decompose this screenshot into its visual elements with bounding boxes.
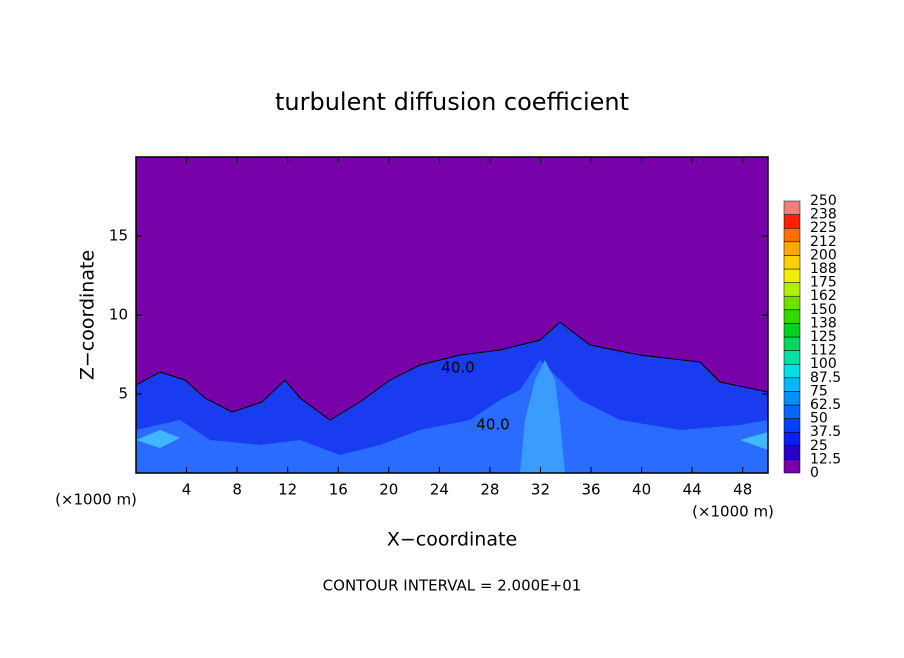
y-tick-label: 5	[118, 385, 128, 403]
contour-label: 40.0	[476, 416, 509, 434]
colorbar-band	[783, 404, 801, 419]
colorbar-label: 212	[810, 234, 837, 250]
chart-title: turbulent diffusion coefficient	[275, 88, 629, 116]
colorbar-label: 188	[810, 261, 837, 277]
x-tick-label: 4	[182, 481, 192, 499]
colorbar-label: 238	[810, 207, 837, 223]
colorbar-label: 150	[810, 302, 837, 318]
colorbar-band	[783, 445, 801, 460]
colorbar-band	[783, 377, 801, 392]
x-tick-label: 44	[683, 481, 702, 499]
footer: CONTOUR INTERVAL = 2.000E+01	[323, 577, 582, 595]
colorbar-band	[783, 459, 801, 474]
colorbar-band	[783, 282, 801, 297]
colorbar-band	[783, 309, 801, 324]
colorbar-band	[783, 268, 801, 283]
colorbar-band	[783, 336, 801, 351]
x-unit-label: (×1000 m)	[692, 503, 774, 521]
field-region	[520, 360, 565, 473]
field	[135, 156, 769, 474]
y-axis-label: Z−coordinate	[77, 250, 99, 380]
colorbar-label: 37.5	[810, 424, 841, 440]
colorbar-band	[783, 323, 801, 338]
colorbar-band	[783, 363, 801, 379]
x-tick-label: 12	[278, 481, 297, 499]
colorbar-label: 0	[810, 465, 819, 481]
colorbar-label: 162	[810, 288, 837, 304]
x-tick-label: 48	[733, 481, 752, 499]
colorbar-label: 75	[810, 383, 828, 399]
x-tick-label: 8	[232, 481, 242, 499]
field-region	[136, 360, 768, 473]
x-tick-label: 16	[329, 481, 348, 499]
y-tick-label: 15	[109, 227, 128, 245]
x-tick-label: 40	[632, 481, 651, 499]
colorbar-label: 225	[810, 220, 837, 236]
colorbar-label: 138	[810, 315, 837, 331]
colorbar-label: 87.5	[810, 370, 841, 386]
colorbar-label: 200	[810, 247, 837, 263]
colorbar-band	[783, 255, 801, 270]
colorbar-label: 250	[810, 193, 837, 209]
x-tick-label: 28	[480, 481, 499, 499]
colorbar-label: 112	[810, 343, 837, 359]
colorbar-band	[783, 241, 801, 256]
colorbar-label: 12.5	[810, 451, 841, 467]
x-tick-label: 24	[430, 481, 449, 499]
colorbar-label: 175	[810, 275, 837, 291]
x-unit-label: (×1000 m)	[55, 491, 137, 509]
y-tick-label: 10	[109, 306, 128, 324]
x-axis-label: X−coordinate	[387, 529, 517, 551]
colorbar-label: 100	[810, 356, 837, 372]
contour-label: 40.0	[441, 359, 474, 377]
colorbar-label: 62.5	[810, 397, 841, 413]
x-tick-label: 32	[531, 481, 550, 499]
colorbar-band	[783, 214, 801, 229]
colorbar-label: 25	[810, 438, 828, 454]
colorbar-label: 125	[810, 329, 837, 345]
colorbar-band	[783, 227, 801, 243]
colorbar-band	[783, 431, 801, 447]
colorbar-label: 50	[810, 411, 828, 427]
colorbar-band	[783, 295, 801, 311]
colorbar-band	[783, 391, 801, 406]
colorbar-band	[783, 350, 801, 365]
colorbar-band	[783, 418, 801, 433]
x-tick-label: 36	[581, 481, 600, 499]
x-tick-label: 20	[379, 481, 398, 499]
colorbar-band	[783, 200, 801, 215]
